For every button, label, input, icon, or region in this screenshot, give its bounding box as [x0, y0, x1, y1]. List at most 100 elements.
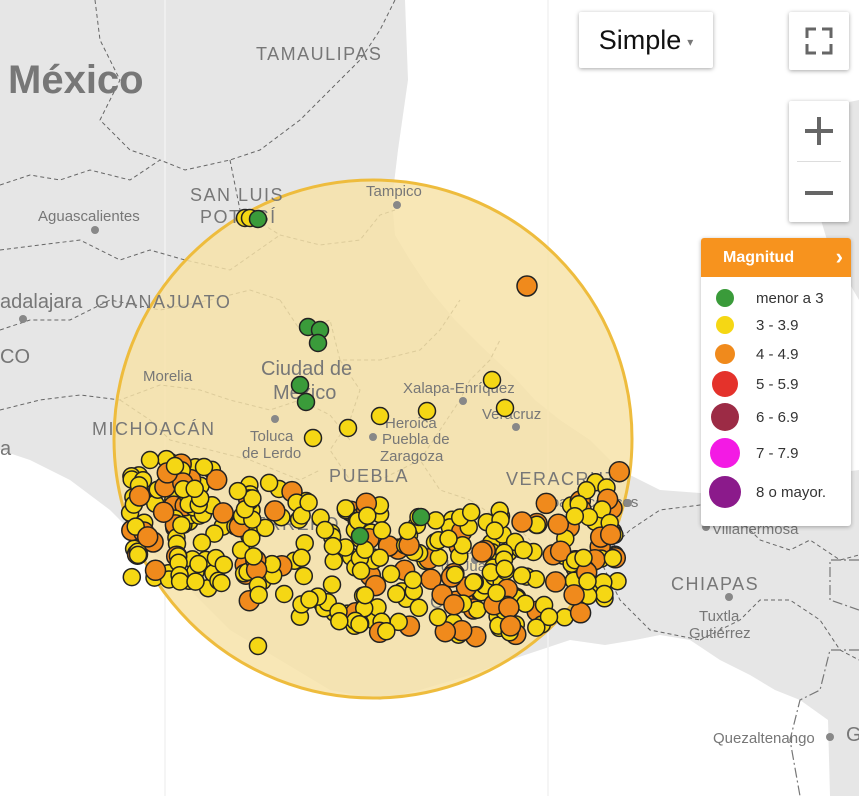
earthquake-marker[interactable] — [294, 566, 314, 586]
earthquake-marker[interactable] — [370, 548, 390, 567]
earthquake-marker[interactable] — [539, 607, 559, 627]
earthquake-marker[interactable] — [527, 618, 546, 637]
earthquake-marker[interactable] — [172, 515, 191, 535]
earthquake-marker[interactable] — [409, 598, 429, 618]
earthquake-marker[interactable] — [499, 615, 522, 637]
earthquake-marker[interactable] — [186, 572, 205, 591]
earthquake-marker[interactable] — [128, 485, 151, 507]
earthquake-marker[interactable] — [574, 548, 593, 568]
earthquake-marker[interactable] — [259, 473, 279, 493]
earthquake-marker[interactable] — [256, 518, 275, 538]
earthquake-marker[interactable] — [398, 521, 417, 541]
earthquake-marker[interactable] — [189, 554, 208, 574]
earthquake-marker[interactable] — [603, 548, 623, 568]
earthquake-marker[interactable] — [511, 511, 533, 533]
earthquake-marker[interactable] — [578, 572, 597, 591]
earthquake-marker[interactable] — [243, 489, 262, 508]
earthquake-marker[interactable] — [264, 500, 286, 522]
fullscreen-button[interactable] — [789, 12, 849, 70]
earthquake-marker[interactable] — [429, 548, 449, 567]
earthquake-marker[interactable] — [498, 596, 520, 619]
earthquake-marker[interactable] — [417, 401, 437, 421]
earthquake-marker[interactable] — [544, 571, 567, 593]
earthquake-marker[interactable] — [443, 593, 465, 616]
earthquake-marker[interactable] — [299, 493, 318, 512]
earthquake-marker[interactable] — [228, 481, 248, 501]
earthquake-marker[interactable] — [274, 584, 294, 604]
earthquake-marker[interactable] — [249, 585, 268, 605]
earthquake-marker[interactable] — [549, 540, 572, 562]
earthquake-marker[interactable] — [516, 275, 538, 297]
earthquake-marker[interactable] — [439, 529, 458, 548]
earthquake-marker[interactable] — [185, 479, 204, 499]
earthquake-marker[interactable] — [428, 608, 448, 627]
earthquake-marker[interactable] — [372, 521, 392, 540]
earthquake-marker[interactable] — [248, 636, 268, 656]
earthquake-marker[interactable] — [535, 492, 558, 515]
earthquake-marker[interactable] — [387, 584, 406, 604]
earthquake-marker[interactable] — [300, 590, 319, 609]
earthquake-marker[interactable] — [315, 520, 335, 540]
earthquake-marker[interactable] — [514, 540, 533, 560]
earthquake-marker[interactable] — [381, 564, 401, 584]
earthquake-marker[interactable] — [482, 370, 502, 390]
earthquake-marker[interactable] — [338, 418, 358, 438]
earthquake-marker[interactable] — [290, 375, 310, 395]
earthquake-marker[interactable] — [350, 526, 370, 546]
earthquake-marker[interactable] — [248, 209, 268, 229]
earthquake-markers[interactable] — [120, 208, 631, 656]
earthquake-marker[interactable] — [358, 506, 377, 525]
earthquake-marker[interactable] — [547, 513, 570, 535]
zoom-in-button[interactable] — [789, 101, 849, 161]
earthquake-marker[interactable] — [140, 450, 160, 470]
earthquake-marker[interactable] — [350, 614, 369, 634]
earthquake-marker[interactable] — [487, 583, 506, 603]
earthquake-marker[interactable] — [495, 398, 515, 418]
layer-select-dropdown[interactable]: Simple ▾ — [579, 12, 713, 68]
earthquake-marker[interactable] — [212, 573, 231, 593]
earthquake-marker[interactable] — [569, 602, 592, 624]
earthquake-marker[interactable] — [411, 507, 431, 527]
earthquake-marker[interactable] — [565, 506, 585, 526]
earthquake-marker[interactable] — [323, 536, 343, 556]
earthquake-marker[interactable] — [205, 469, 228, 491]
earthquake-marker[interactable] — [170, 572, 190, 591]
earthquake-marker[interactable] — [403, 570, 423, 590]
earthquake-marker[interactable] — [370, 406, 390, 426]
earthquake-marker[interactable] — [377, 621, 396, 641]
earthquake-marker[interactable] — [122, 567, 142, 587]
earthquake-marker[interactable] — [445, 565, 465, 584]
earthquake-marker[interactable] — [212, 502, 234, 524]
earthquake-marker[interactable] — [471, 541, 493, 563]
earthquake-marker[interactable] — [194, 457, 214, 477]
earthquake-marker[interactable] — [296, 392, 316, 412]
earthquake-marker[interactable] — [485, 521, 504, 540]
legend-header[interactable]: Magnitud › — [701, 238, 851, 277]
earthquake-marker[interactable] — [308, 333, 328, 353]
earthquake-marker[interactable] — [128, 545, 148, 565]
earthquake-marker[interactable] — [389, 612, 408, 632]
earthquake-marker[interactable] — [355, 585, 375, 605]
earthquake-marker[interactable] — [322, 575, 342, 594]
earthquake-marker[interactable] — [205, 524, 224, 543]
earthquake-marker[interactable] — [461, 503, 481, 522]
earthquake-marker[interactable] — [577, 481, 596, 500]
earthquake-marker[interactable] — [599, 523, 622, 546]
earthquake-marker[interactable] — [595, 584, 614, 604]
earthquake-marker[interactable] — [192, 533, 212, 552]
earthquake-marker[interactable] — [608, 460, 631, 483]
earthquake-marker[interactable] — [214, 555, 234, 574]
earthquake-marker[interactable] — [512, 566, 532, 585]
earthquake-marker[interactable] — [165, 456, 185, 476]
earthquake-marker[interactable] — [152, 501, 175, 523]
earthquake-marker[interactable] — [351, 561, 371, 581]
earthquake-marker[interactable] — [464, 573, 483, 592]
earthquake-marker[interactable] — [136, 526, 159, 548]
earthquake-marker[interactable] — [242, 528, 261, 548]
earthquake-marker[interactable] — [563, 584, 585, 606]
earthquake-marker[interactable] — [303, 428, 323, 448]
zoom-out-button[interactable] — [789, 162, 849, 222]
earthquake-marker[interactable] — [336, 499, 355, 518]
earthquake-marker[interactable] — [330, 611, 349, 631]
